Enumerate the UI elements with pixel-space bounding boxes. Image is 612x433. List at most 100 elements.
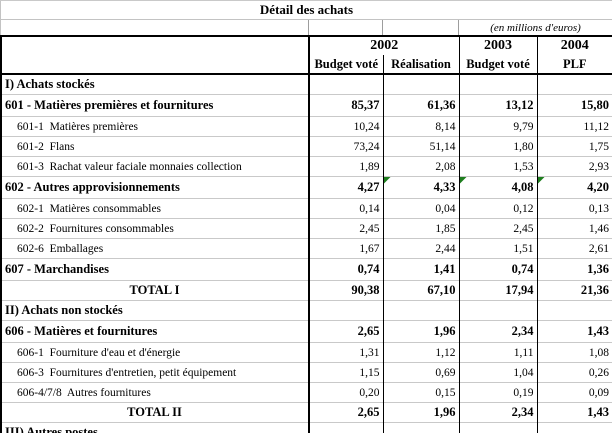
value-cell: 1,96 xyxy=(382,402,459,423)
value-text: 0,19 xyxy=(513,386,534,399)
value-text: 2,45 xyxy=(513,222,534,235)
value-text: 4,20 xyxy=(587,180,609,194)
value-cell xyxy=(382,300,459,321)
col-header-realisation-2002: Réalisation xyxy=(382,55,459,75)
row-label: 607 - Marchandises xyxy=(1,258,309,281)
value-text: 90,38 xyxy=(351,283,380,297)
value-cell: 73,24 xyxy=(308,136,383,157)
table-row: II) Achats non stockés xyxy=(1,300,612,321)
value-cell: 21,36 xyxy=(536,280,612,301)
value-text: 1,96 xyxy=(433,405,456,419)
row-label: II) Achats non stockés xyxy=(1,300,309,321)
row-label: 606-1 Fourniture d'eau et d'énergie xyxy=(1,342,309,363)
value-cell: 1,51 xyxy=(458,238,537,259)
value-text: 2,65 xyxy=(357,405,380,419)
value-cell: 0,09 xyxy=(536,382,612,403)
value-cell: 9,79 xyxy=(458,116,537,137)
value-cell: 11,12 xyxy=(536,116,612,137)
value-cell: 0,74 xyxy=(458,258,537,281)
value-text: 0,74 xyxy=(511,262,534,276)
table-title: Détail des achats xyxy=(0,0,612,20)
value-text: 1,43 xyxy=(587,324,609,338)
table-row: I) Achats stockés xyxy=(1,73,612,95)
empty-header-cell xyxy=(1,36,309,55)
value-cell: 2,08 xyxy=(382,156,459,177)
value-text: 61,36 xyxy=(427,98,456,112)
value-text: 0,09 xyxy=(588,386,609,399)
value-cell: 15,80 xyxy=(536,94,612,117)
value-cell: 51,14 xyxy=(382,136,459,157)
table-row: TOTAL II 2,65 1,96 2,34 1,43 xyxy=(1,402,612,423)
value-text: 0,13 xyxy=(588,202,609,215)
row-label: TOTAL II xyxy=(1,402,309,423)
value-text: 0,26 xyxy=(588,366,609,379)
table-row: 606 - Matières et fournitures 2,65 1,96 2,3… xyxy=(1,320,612,343)
value-cell xyxy=(458,73,537,95)
subheader-row: Budget voté Réalisation Budget voté PLF xyxy=(1,55,612,75)
value-cell: 85,37 xyxy=(308,94,383,117)
value-cell: 1,80 xyxy=(458,136,537,157)
units-note: (en millions d'euros) xyxy=(458,19,612,35)
value-text: 0,04 xyxy=(435,202,456,215)
value-text: 2,45 xyxy=(359,222,380,235)
value-text: 1,53 xyxy=(513,160,534,173)
value-text: 2,93 xyxy=(588,160,609,173)
value-text: 1,11 xyxy=(513,346,534,359)
value-text: 8,14 xyxy=(435,120,456,133)
row-label: 606-3 Fournitures d'entretien, petit équ… xyxy=(1,362,309,383)
value-cell: 2,65 xyxy=(308,402,383,423)
value-cell xyxy=(308,73,383,95)
value-text: 1,15 xyxy=(359,366,380,379)
value-cell: 2,45 xyxy=(458,218,537,239)
value-text: 1,08 xyxy=(588,346,609,359)
value-cell xyxy=(382,422,459,433)
budget-table: 2002 2003 2004 Budget voté Réalisation B… xyxy=(0,35,612,433)
value-text: 0,20 xyxy=(359,386,380,399)
table-row: 601-1 Matières premières 10,24 8,14 9,79 11,… xyxy=(1,116,612,137)
value-cell: 13,12 xyxy=(458,94,537,117)
value-cell xyxy=(536,73,612,95)
value-text: 1,67 xyxy=(359,242,380,255)
value-cell: 1,11 xyxy=(458,342,537,363)
row-label: 602-1 Matières consommables xyxy=(1,198,309,219)
row-label: 606 - Matières et fournitures xyxy=(1,320,309,343)
value-cell: 0,26 xyxy=(536,362,612,383)
value-text: 10,24 xyxy=(353,120,380,133)
value-text: 4,08 xyxy=(511,180,534,194)
value-cell: 1,04 xyxy=(458,362,537,383)
value-cell: 1,96 xyxy=(382,320,459,343)
row-label: 601-3 Rachat valeur faciale monnaies col… xyxy=(1,156,309,177)
value-cell: 4,08 xyxy=(458,176,537,199)
value-text: 0,74 xyxy=(357,262,380,276)
table-row: TOTAL I 90,38 67,10 17,94 21,36 xyxy=(1,280,612,301)
value-cell: 0,14 xyxy=(308,198,383,219)
value-text: 1,89 xyxy=(359,160,380,173)
value-cell: 2,93 xyxy=(536,156,612,177)
col-header-plf-2004: PLF xyxy=(536,55,612,75)
row-label: 601-2 Flans xyxy=(1,136,309,157)
value-cell xyxy=(308,300,383,321)
value-cell: 0,19 xyxy=(458,382,537,403)
value-cell: 0,20 xyxy=(308,382,383,403)
table-row: 601 - Matières premières et fournitures 8… xyxy=(1,94,612,117)
value-cell: 1,43 xyxy=(536,402,612,423)
value-cell xyxy=(382,73,459,95)
value-cell: 1,12 xyxy=(382,342,459,363)
value-text: 85,37 xyxy=(351,98,380,112)
value-cell: 1,85 xyxy=(382,218,459,239)
row-label: 602-6 Emballages xyxy=(1,238,309,259)
value-cell: 1,08 xyxy=(536,342,612,363)
table-row: 602-2 Fournitures consommables 2,45 1,85 2,… xyxy=(1,218,612,239)
value-text: 1,85 xyxy=(435,222,456,235)
table-row: 601-2 Flans 73,24 51,14 1,80 1,75 xyxy=(1,136,612,157)
empty-cell xyxy=(308,19,383,35)
title-strip: Détail des achats (en millions d'euros) xyxy=(0,0,612,35)
value-cell: 8,14 xyxy=(382,116,459,137)
value-text: 1,46 xyxy=(588,222,609,235)
value-cell: 90,38 xyxy=(308,280,383,301)
col-header-budget-vote-2003: Budget voté xyxy=(458,55,537,75)
value-text: 67,10 xyxy=(427,283,456,297)
value-cell: 2,61 xyxy=(536,238,612,259)
value-cell xyxy=(308,422,383,433)
value-text: 1,80 xyxy=(513,140,534,153)
